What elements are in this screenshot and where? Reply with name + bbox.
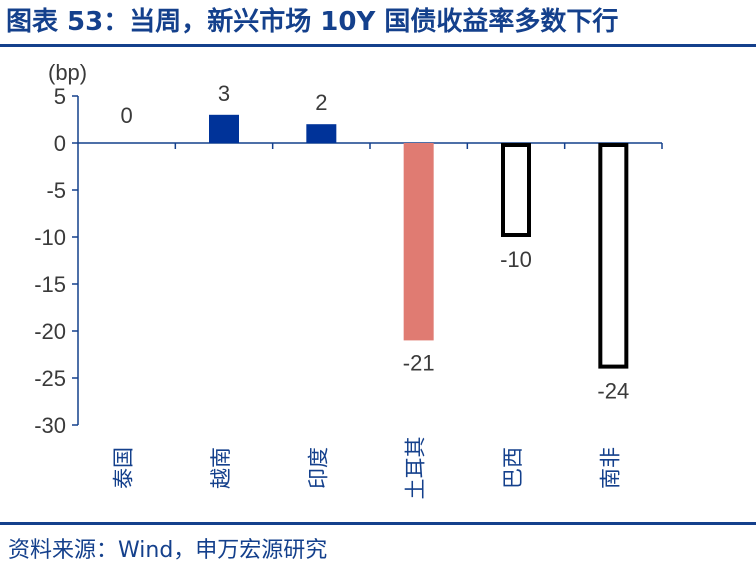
bar bbox=[501, 143, 531, 237]
data-label: 0 bbox=[121, 103, 133, 128]
y-tick-label: -5 bbox=[46, 178, 66, 203]
y-tick-label: -15 bbox=[34, 272, 66, 297]
data-label: -10 bbox=[500, 247, 532, 272]
data-label: -21 bbox=[403, 350, 435, 375]
bar bbox=[306, 124, 337, 143]
data-label: 2 bbox=[315, 90, 327, 115]
y-tick-label: -25 bbox=[34, 366, 66, 391]
chart-title: 图表 53：当周，新兴市场 10Y 国债收益率多数下行 bbox=[6, 7, 619, 37]
category-label: 土耳其 bbox=[404, 437, 428, 500]
y-tick-label: -30 bbox=[34, 413, 66, 438]
y-tick-label: -10 bbox=[34, 225, 66, 250]
y-tick-label: 0 bbox=[54, 131, 66, 156]
source-note: 资料来源：Wind，申万宏源研究 bbox=[8, 538, 328, 563]
category-label: 泰国 bbox=[112, 447, 136, 489]
y-tick-label: -20 bbox=[34, 319, 66, 344]
category-label: 巴西 bbox=[501, 447, 525, 489]
category-label: 南非 bbox=[598, 447, 622, 489]
category-label: 印度 bbox=[306, 447, 330, 489]
bar-chart: (bp)5 0 -5 -10 -15 -20 -25 -30 0 泰国 3 越南 2 印度 -21 土耳其 -1… bbox=[34, 60, 663, 500]
y-tick-label: 5 bbox=[54, 84, 66, 109]
title-divider bbox=[0, 44, 756, 47]
bar bbox=[598, 143, 629, 369]
data-label: -24 bbox=[597, 379, 629, 404]
footer-divider bbox=[0, 522, 756, 525]
category-label: 越南 bbox=[209, 447, 233, 489]
bar bbox=[403, 143, 434, 341]
data-label: 3 bbox=[218, 81, 230, 106]
y-axis-unit-label: (bp) bbox=[48, 60, 87, 85]
bar bbox=[209, 114, 239, 143]
